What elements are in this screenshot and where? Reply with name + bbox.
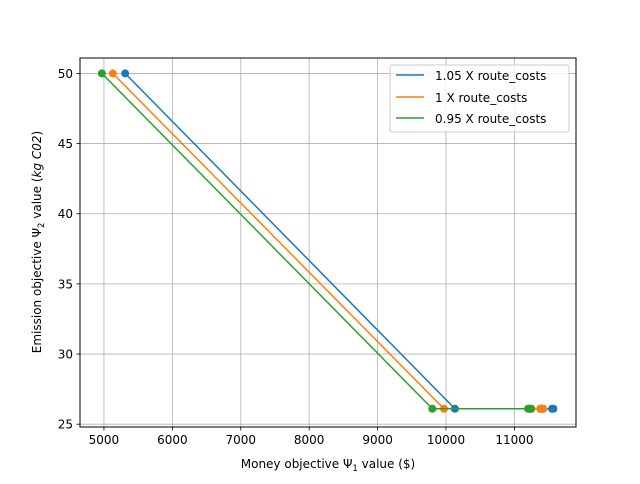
tick-layer: 5000 6000 7000 8000 9000 10000 11000 25 30 35 40 45… xyxy=(58,67,534,447)
x-axis-label-suffix: value ($) xyxy=(358,457,415,471)
data-point xyxy=(97,69,106,78)
grid-layer xyxy=(80,58,576,427)
data-point xyxy=(121,69,130,78)
data-point xyxy=(549,404,558,413)
y-tick-label: 30 xyxy=(58,348,73,362)
y-tick-label: 45 xyxy=(58,137,73,151)
y-tick-label: 35 xyxy=(58,277,73,291)
x-tick-label: 5000 xyxy=(89,433,120,447)
plot-frame xyxy=(79,57,577,428)
data-point xyxy=(108,69,117,78)
x-axis-label-subscript: 1 xyxy=(352,464,357,474)
legend-label-2: 0.95 X route_costs xyxy=(435,112,546,126)
y-axis-label-suffix: ) xyxy=(30,131,44,136)
x-axis-label-main: Money objective Ψ xyxy=(241,457,353,471)
legend: 1.05 X route_costs 1 X route_costs 0.95 … xyxy=(389,64,570,133)
data-point xyxy=(526,404,535,413)
x-tick-label: 8000 xyxy=(294,433,325,447)
data-point xyxy=(428,404,437,413)
y-tick-label: 25 xyxy=(58,418,73,432)
series-2 xyxy=(97,69,535,413)
legend-label-0: 1.05 X route_costs xyxy=(435,69,546,83)
y-axis-label-mid: value ( xyxy=(30,177,44,222)
x-tick-label: 9000 xyxy=(362,433,393,447)
y-axis-label-italic: kg C02 xyxy=(30,135,44,177)
x-tick-label: 10000 xyxy=(427,433,465,447)
x-tick-label: 11000 xyxy=(495,433,533,447)
y-tick-label: 50 xyxy=(58,67,73,81)
y-axis-label-main: Emission objective Ψ xyxy=(30,228,44,353)
x-axis-label: Money objective Ψ1 value ($) xyxy=(241,457,415,474)
y-axis-label-subscript: 2 xyxy=(37,223,47,228)
legend-label-1: 1 X route_costs xyxy=(435,91,527,105)
series-layer xyxy=(97,69,558,413)
x-tick-label: 7000 xyxy=(225,433,256,447)
x-tick-label: 6000 xyxy=(157,433,188,447)
y-axis-label: Emission objective Ψ2 value (kg C02) xyxy=(30,131,47,354)
y-tick-label: 40 xyxy=(58,207,73,221)
legend-box xyxy=(389,64,570,133)
data-point xyxy=(539,404,548,413)
